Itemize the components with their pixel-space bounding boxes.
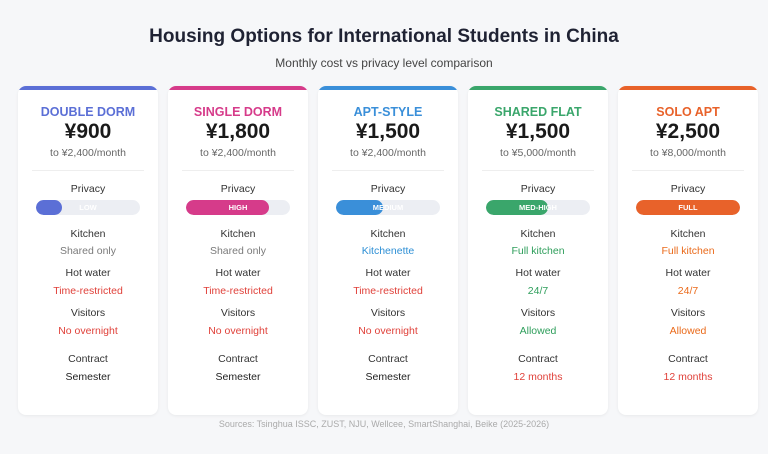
row-label: Contract [368, 353, 408, 365]
card-name: SINGLE DORM [193, 105, 283, 119]
row-label: Visitors [70, 307, 106, 319]
privacy-track: FULL [636, 200, 740, 215]
privacy-label: Privacy [670, 183, 706, 195]
privacy-label: Privacy [220, 183, 256, 195]
row-value: 12 months [513, 371, 563, 383]
row-label: Kitchen [370, 228, 406, 240]
row-value: 24/7 [527, 285, 549, 297]
divider [32, 170, 144, 171]
privacy-bar [186, 200, 270, 215]
accent-bar [18, 86, 158, 90]
row-value: 12 months [663, 371, 713, 383]
card-name: APT-STYLE [353, 105, 423, 119]
price: ¥2,500 [655, 120, 721, 143]
price-range: to ¥2,400/month [350, 147, 426, 159]
accent-bar [318, 86, 458, 90]
price: ¥1,500 [355, 120, 421, 143]
privacy-level: LOW [79, 203, 97, 212]
row-label: Kitchen [70, 228, 106, 240]
row-value: Semester [65, 371, 111, 383]
row-label: Hot water [365, 267, 411, 279]
accent-bar [618, 86, 758, 90]
row-label: Hot water [215, 267, 261, 279]
privacy-label: Privacy [520, 183, 556, 195]
row-label: Kitchen [670, 228, 706, 240]
price: ¥1,800 [205, 120, 271, 143]
divider [482, 170, 594, 171]
row-label: Visitors [670, 307, 706, 319]
row-label: Kitchen [220, 228, 256, 240]
subtitle: Monthly cost vs privacy level comparison [275, 56, 493, 70]
card-name: SOLO APT [656, 105, 720, 119]
privacy-level: HIGH [228, 203, 248, 212]
row-label: Visitors [520, 307, 556, 319]
privacy-bar [336, 200, 383, 215]
row-value: Time-restricted [353, 285, 423, 297]
card-name: SHARED FLAT [494, 105, 582, 119]
housing-card: APT-STYLE ¥1,500 to ¥2,400/month Privacy MED… [318, 86, 458, 415]
privacy-label: Privacy [370, 183, 406, 195]
accent-bar [468, 86, 608, 90]
row-label: Hot water [515, 267, 561, 279]
price: ¥1,500 [505, 120, 571, 143]
privacy-level: FULL [678, 203, 698, 212]
row-value: Time-restricted [53, 285, 123, 297]
divider [632, 170, 744, 171]
price-range: to ¥2,400/month [200, 147, 276, 159]
privacy-track: MEDIUM [336, 200, 440, 215]
row-label: Contract [68, 353, 108, 365]
housing-card: DOUBLE DORM ¥900 to ¥2,400/month Privacy LOW… [18, 86, 158, 415]
privacy-label: Privacy [70, 183, 106, 195]
row-value: No overnight [58, 325, 118, 337]
row-value: Full kitchen [511, 245, 565, 257]
privacy-bar [486, 200, 549, 215]
row-value: Semester [365, 371, 411, 383]
housing-card: SHARED FLAT ¥1,500 to ¥5,000/month Privacy M… [468, 86, 608, 415]
row-value: Allowed [669, 325, 707, 337]
row-label: Contract [518, 353, 558, 365]
row-value: Shared only [209, 245, 267, 257]
privacy-track: LOW [36, 200, 140, 215]
price-range: to ¥5,000/month [500, 147, 576, 159]
row-value: Full kitchen [661, 245, 715, 257]
title: Housing Options for International Studen… [149, 26, 619, 47]
privacy-bar [36, 200, 62, 215]
row-value: Shared only [59, 245, 117, 257]
price: ¥900 [64, 120, 112, 143]
privacy-track: MED-HIGH [486, 200, 590, 215]
row-value: 24/7 [677, 285, 699, 297]
privacy-level: MEDIUM [372, 203, 404, 212]
row-label: Contract [218, 353, 258, 365]
divider [332, 170, 444, 171]
privacy-bar [636, 200, 740, 215]
price-range: to ¥8,000/month [650, 147, 726, 159]
row-value: No overnight [208, 325, 268, 337]
card-name: DOUBLE DORM [40, 105, 136, 119]
row-label: Kitchen [520, 228, 556, 240]
privacy-track: HIGH [186, 200, 290, 215]
row-label: Visitors [220, 307, 256, 319]
row-value: Kitchenette [361, 245, 415, 257]
row-label: Visitors [370, 307, 406, 319]
housing-card: SOLO APT ¥2,500 to ¥8,000/month Privacy FULL… [618, 86, 758, 415]
row-label: Contract [668, 353, 708, 365]
row-label: Hot water [65, 267, 111, 279]
row-value: No overnight [358, 325, 418, 337]
price-range: to ¥2,400/month [50, 147, 126, 159]
row-value: Time-restricted [203, 285, 273, 297]
privacy-level: MED-HIGH [519, 203, 557, 212]
divider [182, 170, 294, 171]
housing-card: SINGLE DORM ¥1,800 to ¥2,400/month Privacy H… [168, 86, 308, 415]
row-value: Semester [215, 371, 261, 383]
row-value: Allowed [519, 325, 557, 337]
footer: Sources: Tsinghua ISSC, ZUST, NJU, Wellc… [218, 419, 550, 429]
accent-bar [168, 86, 308, 90]
row-label: Hot water [665, 267, 711, 279]
